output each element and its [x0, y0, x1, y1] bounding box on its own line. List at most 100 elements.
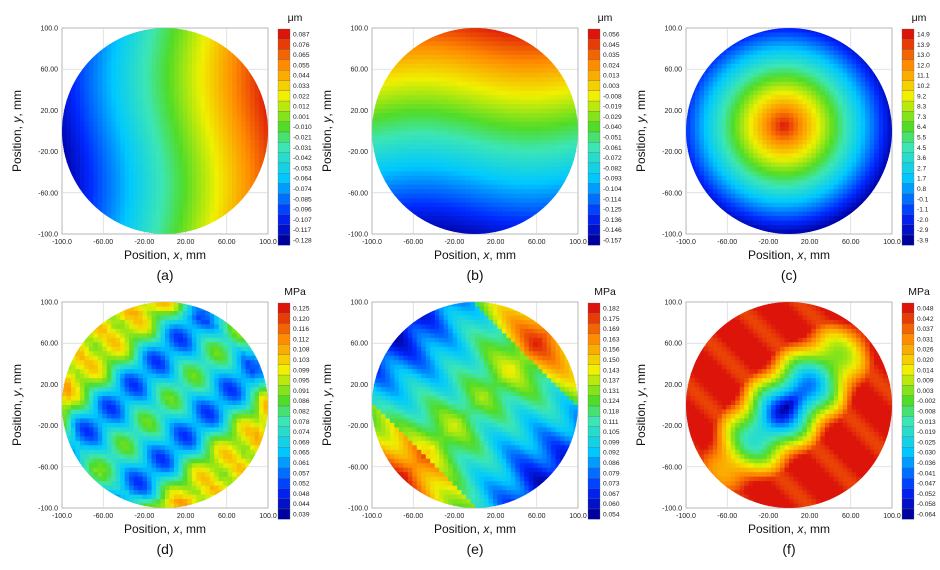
heatmap-cell	[380, 153, 386, 159]
heatmap-cell	[735, 139, 741, 145]
heatmap-cell	[766, 86, 772, 92]
heatmap-cell	[196, 122, 202, 127]
heatmap-cell	[416, 81, 422, 87]
heatmap-cell	[573, 135, 578, 141]
heatmap-cell	[466, 171, 471, 177]
heatmap-cell	[780, 126, 785, 132]
heatmap-cell	[739, 135, 745, 141]
heatmap-cell	[739, 171, 745, 177]
heatmap-cell	[138, 207, 144, 213]
heatmap-cell	[147, 54, 152, 60]
heatmap-cell	[457, 166, 462, 172]
heatmap-cell	[102, 211, 108, 217]
heatmap-cell	[757, 68, 763, 74]
heatmap-cell	[129, 144, 135, 150]
heatmap-cell	[483, 135, 489, 141]
heatmap-cell	[802, 166, 808, 172]
heatmap-cell	[739, 122, 745, 127]
heatmap-cell	[412, 81, 418, 87]
heatmap-cell	[806, 193, 812, 199]
heatmap-cell	[470, 117, 476, 123]
heatmap-cell	[178, 122, 184, 127]
heatmap-cell	[784, 198, 790, 204]
heatmap-cell	[533, 216, 539, 221]
heatmap-cell	[470, 32, 476, 38]
heatmap-cell	[182, 108, 188, 114]
heatmap-cell	[762, 135, 768, 141]
heatmap-cell	[699, 113, 705, 118]
heatmap-cell	[501, 207, 507, 213]
heatmap-cell	[793, 32, 799, 38]
heatmap-cell	[457, 148, 462, 154]
panel-c: -100.0 -60.00 -20.00 20.00 60.00 100.0100.060…	[634, 12, 930, 283]
heatmap-cell	[452, 122, 458, 127]
heatmap-cell	[97, 144, 103, 150]
heatmap-cell	[138, 144, 144, 150]
heatmap-cell	[151, 59, 157, 65]
heatmap-cell	[492, 184, 498, 190]
heatmap-cell	[735, 166, 741, 172]
heatmap-cell	[766, 166, 772, 172]
heatmap-cell	[519, 144, 525, 150]
heatmap-cell	[789, 216, 794, 221]
heatmap-cell	[398, 86, 404, 92]
heatmap-cell	[488, 131, 494, 136]
heatmap-cell	[115, 54, 121, 60]
heatmap-cell	[506, 189, 512, 195]
heatmap-cell	[452, 175, 458, 181]
heatmap-cell	[726, 99, 732, 105]
heatmap-cell	[209, 45, 215, 51]
heatmap-cell	[560, 189, 565, 195]
heatmap-cell	[744, 171, 750, 177]
heatmap-cell	[793, 180, 799, 186]
heatmap-cell	[555, 108, 561, 114]
heatmap-cell	[780, 41, 785, 47]
heatmap-cell	[223, 45, 229, 51]
heatmap-cell	[115, 157, 121, 163]
heatmap-cell	[218, 54, 224, 60]
heatmap-cell	[497, 77, 503, 83]
heatmap-cell	[537, 211, 543, 217]
heatmap-cell	[811, 28, 817, 33]
heatmap-cell	[187, 72, 193, 78]
heatmap-cell	[142, 28, 148, 33]
heatmap-cell	[506, 193, 512, 199]
heatmap-cell	[102, 193, 108, 199]
x-tick-label: 60.00	[528, 239, 546, 246]
heatmap-cell	[708, 180, 714, 186]
heatmap-cell	[223, 95, 229, 101]
heatmap-cell	[780, 113, 785, 118]
heatmap-cell	[147, 59, 152, 65]
heatmap-cell	[515, 41, 521, 47]
heatmap-cell	[793, 113, 799, 118]
heatmap-cell	[748, 207, 754, 213]
heatmap-cell	[165, 139, 170, 145]
heatmap-cell	[160, 171, 166, 177]
heatmap-cell	[79, 131, 85, 136]
heatmap-cell	[815, 202, 821, 208]
heatmap-cell	[753, 126, 759, 132]
heatmap-cell	[425, 50, 431, 56]
heatmap-cell	[762, 166, 768, 172]
heatmap-cell	[789, 117, 794, 123]
heatmap-cell	[223, 77, 229, 83]
heatmap-cell	[497, 99, 503, 105]
heatmap-cell	[528, 162, 534, 168]
heatmap-cell	[191, 81, 197, 87]
heatmap-cell	[717, 113, 723, 118]
heatmap-cell	[461, 139, 467, 145]
heatmap-cell	[466, 162, 471, 168]
heatmap-cell	[690, 117, 696, 123]
heatmap-cell	[824, 171, 830, 177]
heatmap-cell	[771, 45, 776, 51]
heatmap-cell	[425, 193, 431, 199]
heatmap-cell	[236, 139, 242, 145]
heatmap-cell	[232, 193, 238, 199]
colorbar-segment	[277, 214, 291, 225]
heatmap-cell	[111, 50, 117, 56]
heatmap-cell	[160, 45, 166, 51]
heatmap-cell	[546, 171, 552, 177]
heatmap-cell	[173, 131, 179, 136]
heatmap-cell	[686, 108, 691, 114]
heatmap-cell	[797, 135, 803, 141]
